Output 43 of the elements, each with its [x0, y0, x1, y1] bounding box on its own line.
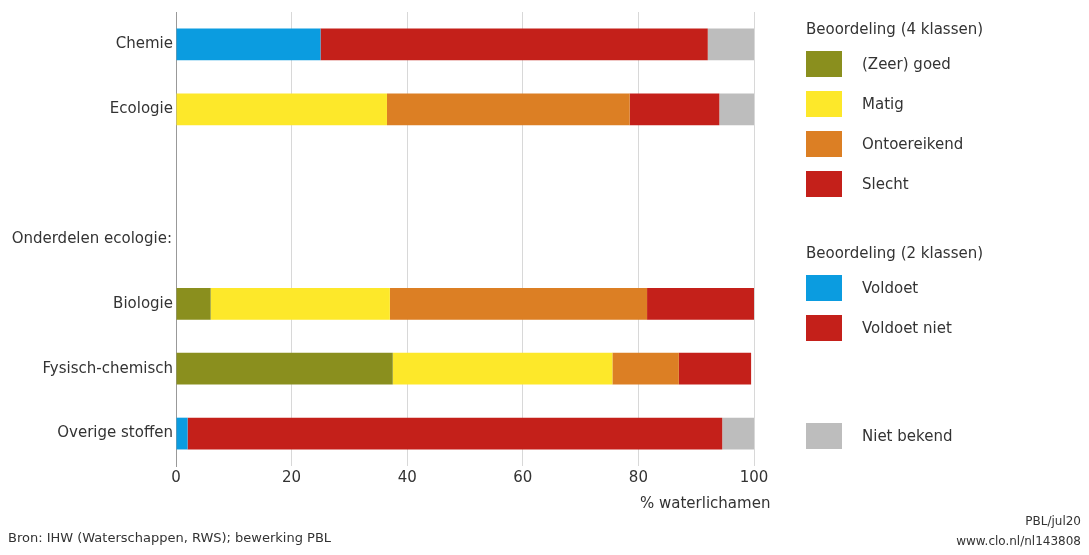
legend-title: Beoordeling (4 klassen) — [806, 19, 984, 40]
x-tick-label: 40 — [397, 467, 417, 486]
bar — [176, 417, 188, 450]
bar — [176, 352, 393, 385]
x-tick-label: 100 — [739, 467, 769, 486]
bar — [176, 287, 211, 320]
x-tick-label: 0 — [171, 467, 181, 486]
bar — [722, 417, 754, 450]
legend-label: Ontoereikend — [862, 135, 964, 153]
legend-label: Matig — [862, 95, 904, 113]
text: Bron: IHW (Waterschappen, RWS); bewerking PBL — [8, 530, 332, 545]
text: Onderdelen ecologie: — [11, 228, 172, 247]
x-tick-label: 60 — [513, 467, 533, 486]
bar — [392, 352, 613, 385]
text: PBL/jul20 — [1025, 514, 1081, 528]
legend-label: Slecht — [862, 175, 909, 193]
text: Beoordeling (2 klassen) — [806, 243, 984, 264]
legend-label: (Zeer) goed — [862, 55, 951, 73]
y-tick-label: Fysisch-chemisch — [42, 358, 173, 377]
bar — [678, 352, 752, 385]
bar — [320, 28, 708, 61]
x-tick-label: 20 — [282, 467, 302, 486]
legend-label: Voldoet niet — [862, 319, 952, 337]
x-axis-title: % waterlichamen — [640, 494, 771, 512]
bar — [647, 287, 754, 320]
bar — [612, 352, 679, 385]
y-tick-label: Chemie — [115, 34, 173, 53]
text: www.clo.nl/nl143808 — [956, 534, 1081, 548]
bar — [187, 417, 723, 450]
bar — [176, 93, 387, 126]
y-tick-label: Overige stoffen — [57, 423, 173, 442]
bar — [629, 93, 720, 126]
y-tick-label: Biologie — [113, 293, 173, 312]
bar — [176, 28, 321, 61]
legend-label: Niet bekend — [862, 427, 953, 445]
legend-label: Voldoet — [862, 279, 919, 297]
x-tick-label: 80 — [628, 467, 648, 486]
bar — [210, 287, 390, 320]
bar — [719, 93, 754, 126]
bar — [707, 28, 754, 61]
y-tick-label: Ecologie — [109, 99, 173, 118]
bar — [389, 287, 648, 320]
bar — [386, 93, 630, 126]
